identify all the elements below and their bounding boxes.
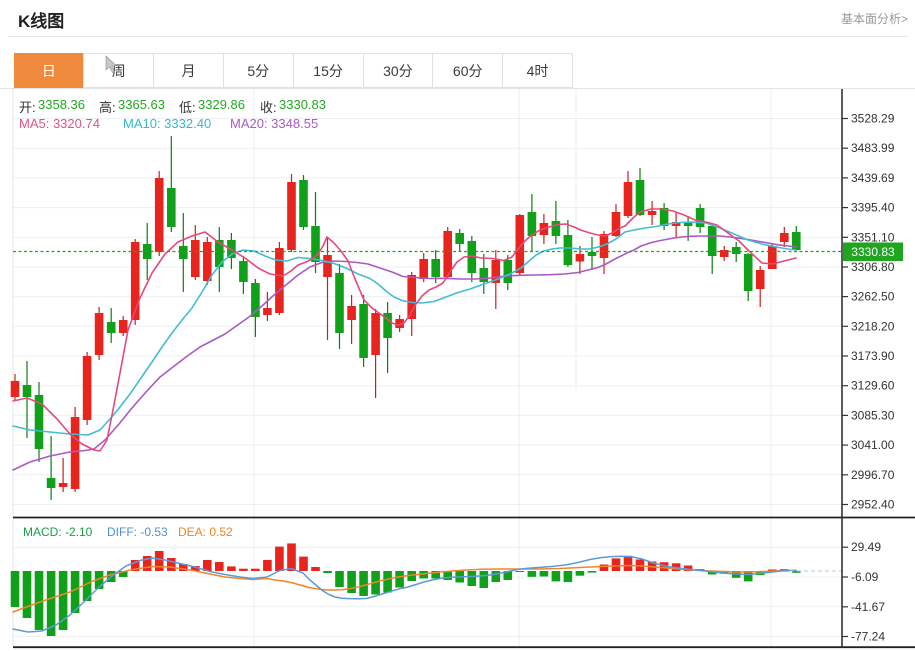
svg-text:3351.10: 3351.10 <box>851 230 895 244</box>
svg-text:2996.70: 2996.70 <box>851 468 895 482</box>
svg-text:3439.69: 3439.69 <box>851 171 895 185</box>
svg-text:3330.83: 3330.83 <box>851 245 895 259</box>
svg-text:3262.50: 3262.50 <box>851 290 895 304</box>
svg-text:2952.40: 2952.40 <box>851 498 895 512</box>
svg-text:3483.99: 3483.99 <box>851 141 895 155</box>
svg-text:3218.20: 3218.20 <box>851 319 895 333</box>
svg-text:-41.67: -41.67 <box>851 600 885 614</box>
svg-text:3085.30: 3085.30 <box>851 408 895 422</box>
svg-text:3129.60: 3129.60 <box>851 379 895 393</box>
svg-text:3306.80: 3306.80 <box>851 260 895 274</box>
svg-text:3041.00: 3041.00 <box>851 438 895 452</box>
svg-text:3395.40: 3395.40 <box>851 201 895 215</box>
svg-text:3528.29: 3528.29 <box>851 112 895 126</box>
svg-text:-77.24: -77.24 <box>851 630 885 644</box>
svg-text:3173.90: 3173.90 <box>851 349 895 363</box>
svg-text:29.49: 29.49 <box>851 540 881 554</box>
svg-text:-6.09: -6.09 <box>851 570 879 584</box>
